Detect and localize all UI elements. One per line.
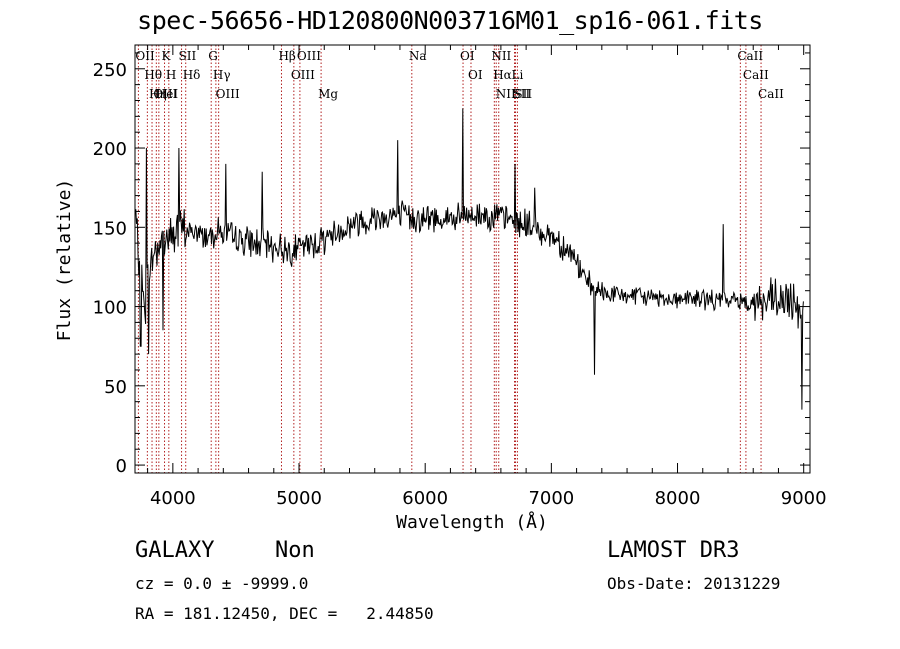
line-marker-label: CaII <box>743 68 769 82</box>
object-class: GALAXY <box>135 538 215 563</box>
line-marker-label: OIII <box>291 68 315 82</box>
line-marker-label: G <box>208 49 218 63</box>
line-marker-label: CaII <box>737 49 763 63</box>
line-marker-label: Hδ <box>183 68 201 82</box>
line-marker-label: Hβ <box>278 49 295 63</box>
line-marker-label: H <box>166 68 176 82</box>
line-marker-label: OI <box>468 68 483 82</box>
spectrum-line <box>134 108 804 410</box>
line-marker-label: Li <box>512 68 524 82</box>
survey-name: LAMOST DR3 <box>607 538 740 563</box>
x-tick-label: 4000 <box>150 488 196 509</box>
line-marker-label: OIII <box>153 87 177 101</box>
x-tick-label: 9000 <box>781 488 827 509</box>
line-marker-label: Hη <box>149 87 167 101</box>
spectrum-series <box>134 108 804 410</box>
coordinates: RA = 181.12450, DEC = 2.44850 <box>135 604 434 623</box>
line-marker-label: SII <box>514 87 532 101</box>
y-tick-label: 250 <box>93 60 127 81</box>
plot-frame <box>134 44 811 474</box>
x-tick-label: 6000 <box>402 488 448 509</box>
line-markers <box>137 45 762 473</box>
object-subclass: Non <box>275 538 315 563</box>
y-tick-label: 150 <box>93 218 127 239</box>
redshift-line: cz = 0.0 ± -9999.0 <box>135 574 309 593</box>
line-marker-label: OIII <box>297 49 321 63</box>
line-marker-label: OII <box>135 49 155 63</box>
line-marker-label: HeI <box>156 87 179 101</box>
line-marker-label: NII <box>496 87 516 101</box>
y-tick-label: 200 <box>93 139 127 160</box>
axis-ticks: 4000 5000 6000 7000 8000 9000 0 50 100 150 200 250 <box>93 45 827 509</box>
line-marker-label: K <box>162 49 172 63</box>
line-marker-label: CaII <box>758 87 784 101</box>
line-marker-label: SII <box>513 87 531 101</box>
line-marker-label: OIII <box>216 87 240 101</box>
x-axis-label: Wavelength (Å) <box>396 511 548 533</box>
obs-date: Obs-Date: 20131229 <box>607 574 781 593</box>
line-marker-label: Hα <box>493 68 512 82</box>
line-marker-label: Hθ <box>144 68 162 82</box>
line-marker-label: SII <box>179 49 197 63</box>
line-marker-label: OI <box>460 49 475 63</box>
line-marker-label: Hγ <box>213 68 231 82</box>
line-marker-label: NII <box>491 49 511 63</box>
chart-title: spec-56656-HD120800N003716M01_sp16-061.f… <box>137 6 763 35</box>
y-tick-label: 100 <box>93 298 127 319</box>
x-tick-label: 5000 <box>276 488 322 509</box>
y-tick-label: 0 <box>116 456 127 477</box>
line-marker-label: Mg <box>318 87 338 101</box>
x-tick-label: 8000 <box>655 488 701 509</box>
y-axis-label: Flux (relative) <box>54 179 75 342</box>
y-tick-label: 50 <box>104 377 127 398</box>
line-marker-label: Na <box>409 49 427 63</box>
x-tick-label: 7000 <box>528 488 574 509</box>
line-marker-labels: OIIHθHηOIIIHeIKHSIIHδGHγOIIIHβOIIIOIIIMg… <box>135 49 784 101</box>
